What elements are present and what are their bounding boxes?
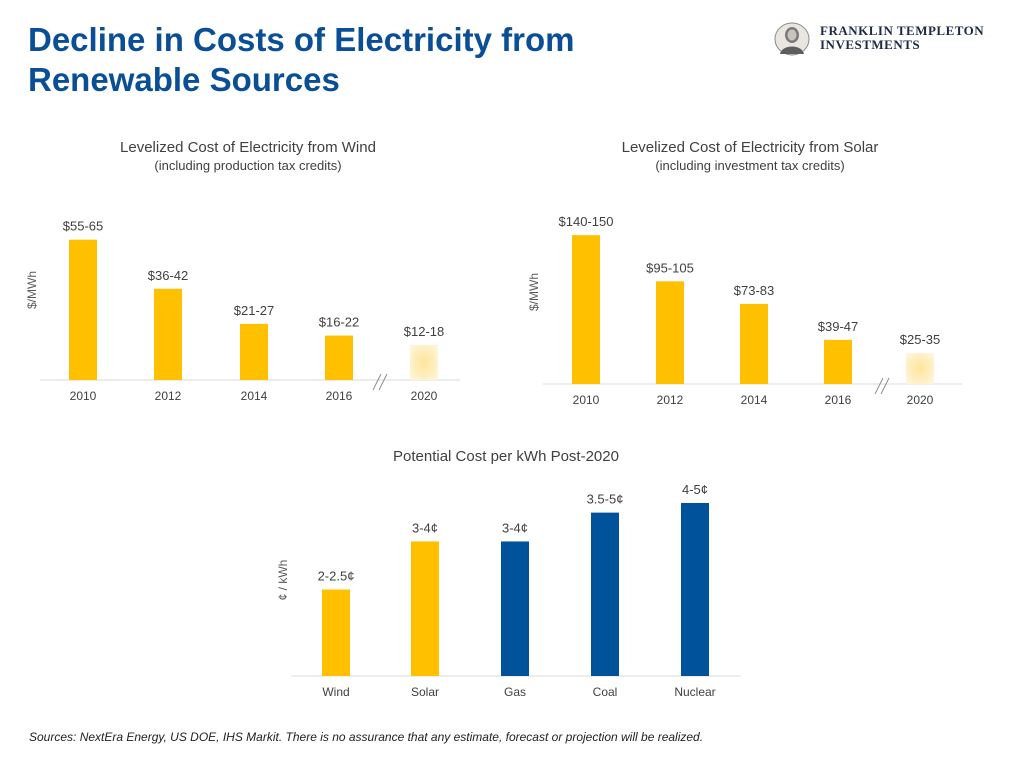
solar-chart-title: Levelized Cost of Electricity from Solar bbox=[622, 139, 879, 156]
post-2020-data-label: 2-2.5¢ bbox=[318, 569, 355, 584]
solar-chart-subtitle: (including investment tax credits) bbox=[655, 158, 844, 173]
wind-tick-label: 2010 bbox=[70, 389, 97, 403]
solar-axis-break-mark bbox=[874, 377, 884, 395]
solar-tick-label: 2014 bbox=[741, 393, 768, 407]
solar-tick-label: 2010 bbox=[573, 393, 600, 407]
wind-data-label: $16-22 bbox=[319, 315, 359, 330]
brand-name: FRANKLIN TEMPLETON INVESTMENTS bbox=[820, 24, 984, 52]
wind-axis-break-mark bbox=[378, 373, 388, 391]
solar-chart-marks: $140-150 2010 $95-105 2012 $73-83 2014 $39-47 2… bbox=[543, 214, 962, 407]
franklin-portrait-seal-icon bbox=[774, 22, 810, 56]
solar-tick-label: 2012 bbox=[657, 393, 684, 407]
solar-tick-label: 2020 bbox=[907, 393, 934, 407]
wind-data-label: $55-65 bbox=[63, 219, 103, 234]
wind-axis-break-mark bbox=[372, 373, 382, 391]
wind-tick-label: 2014 bbox=[241, 389, 268, 403]
post-2020-bar bbox=[501, 541, 529, 676]
solar-chart: Levelized Cost of Electricity from Solar… bbox=[527, 139, 962, 407]
wind-chart: Levelized Cost of Electricity from Wind … bbox=[25, 139, 460, 403]
solar-bar bbox=[656, 281, 684, 384]
sources-note: Sources: NextEra Energy, US DOE, IHS Mar… bbox=[29, 730, 704, 744]
wind-bar bbox=[69, 239, 97, 380]
wind-bar bbox=[325, 335, 353, 380]
solar-bar bbox=[740, 303, 768, 384]
post-2020-data-label: 3.5-5¢ bbox=[587, 492, 624, 507]
solar-data-label: $25-35 bbox=[900, 332, 940, 347]
post-2020-chart-y-label: ¢ / kWh bbox=[276, 560, 290, 601]
solar-data-label: $39-47 bbox=[818, 319, 858, 334]
solar-data-label: $95-105 bbox=[646, 260, 694, 275]
wind-bar bbox=[154, 288, 182, 380]
wind-data-label: $12-18 bbox=[404, 324, 444, 339]
solar-bar bbox=[906, 353, 934, 384]
wind-tick-label: 2020 bbox=[411, 389, 438, 403]
post-2020-tick-label: Gas bbox=[504, 685, 526, 699]
solar-data-label: $140-150 bbox=[559, 214, 614, 229]
brand-line-2: INVESTMENTS bbox=[820, 37, 921, 52]
post-2020-data-label: 4-5¢ bbox=[682, 482, 708, 497]
solar-bar bbox=[824, 339, 852, 384]
wind-chart-title: Levelized Cost of Electricity from Wind bbox=[120, 139, 376, 156]
wind-tick-label: 2016 bbox=[326, 389, 353, 403]
wind-data-label: $36-42 bbox=[148, 268, 188, 283]
franklin-templeton-logo: FRANKLIN TEMPLETON INVESTMENTS bbox=[774, 22, 1014, 56]
post-2020-bar bbox=[591, 512, 619, 676]
post-2020-bar bbox=[322, 589, 350, 676]
wind-data-label: $21-27 bbox=[234, 303, 274, 318]
solar-data-label: $73-83 bbox=[734, 283, 774, 298]
post-2020-tick-label: Wind bbox=[322, 685, 349, 699]
wind-bar bbox=[410, 344, 438, 380]
solar-bar bbox=[572, 235, 600, 384]
post-2020-chart: Potential Cost per kWh Post-2020 ¢ / kWh… bbox=[276, 448, 741, 699]
wind-chart-subtitle: (including production tax credits) bbox=[154, 158, 341, 173]
wind-chart-y-label: $/MWh bbox=[25, 271, 39, 309]
solar-axis-break-mark bbox=[880, 377, 890, 395]
wind-tick-label: 2012 bbox=[155, 389, 182, 403]
post-2020-data-label: 3-4¢ bbox=[502, 520, 528, 535]
post-2020-bar bbox=[411, 541, 439, 676]
post-2020-tick-label: Coal bbox=[593, 685, 618, 699]
brand-line-1: FRANKLIN TEMPLETON bbox=[820, 23, 985, 38]
solar-tick-label: 2016 bbox=[825, 393, 852, 407]
post-2020-chart-title: Potential Cost per kWh Post-2020 bbox=[393, 448, 619, 465]
solar-chart-y-label: $/MWh bbox=[527, 273, 541, 311]
post-2020-data-label: 3-4¢ bbox=[412, 520, 438, 535]
post-2020-tick-label: Nuclear bbox=[674, 685, 715, 699]
wind-bar bbox=[240, 323, 268, 380]
post-2020-bar bbox=[681, 503, 709, 676]
wind-chart-marks: $55-65 2010 $36-42 2012 $21-27 2014 $16-22 2016… bbox=[40, 219, 460, 403]
post-2020-chart-marks: 2-2.5¢ Wind 3-4¢ Solar 3-4¢ Gas 3.5-5¢ Coal 4-5¢… bbox=[291, 482, 741, 699]
page-title: Decline in Costs of Electricity from Ren… bbox=[28, 21, 575, 98]
post-2020-tick-label: Solar bbox=[411, 685, 439, 699]
